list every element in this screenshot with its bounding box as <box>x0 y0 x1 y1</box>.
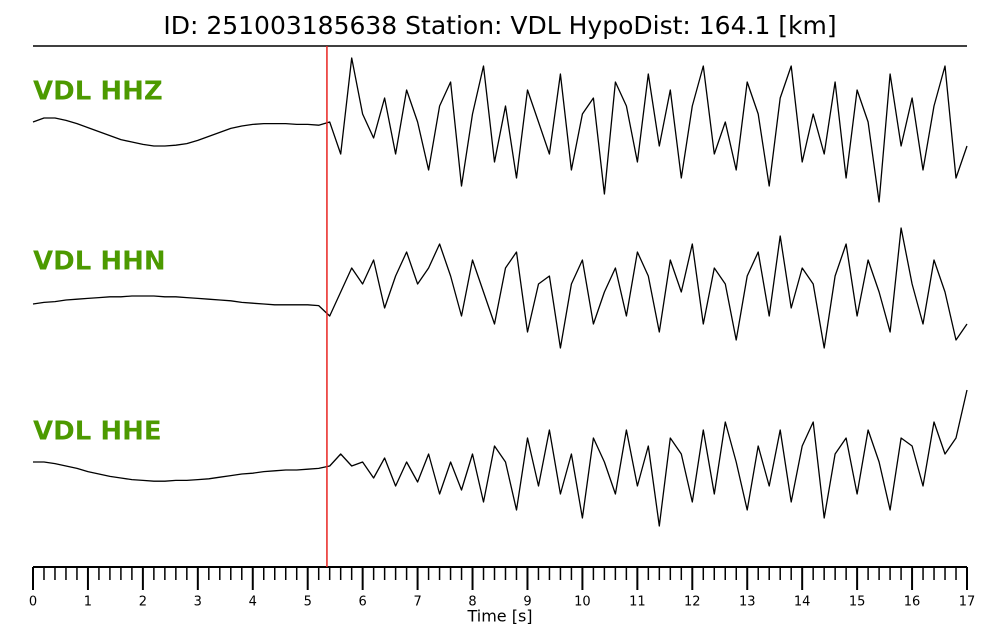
x-tick-label: 15 <box>849 595 866 610</box>
trace-label: VDL HHE <box>33 417 162 447</box>
x-tick-label: 17 <box>959 595 976 610</box>
x-tick-label: 7 <box>413 595 421 610</box>
x-tick-label: 11 <box>629 595 646 610</box>
trace <box>32 227 968 349</box>
x-tick-label: 0 <box>29 595 37 610</box>
chart-title: ID: 251003185638 Station: VDL HypoDist: … <box>163 11 836 40</box>
trace-label: VDL HHN <box>33 247 166 277</box>
x-tick-label: 9 <box>523 595 531 610</box>
x-tick-label: 4 <box>249 595 257 610</box>
x-tick-label: 13 <box>739 595 756 610</box>
trace-label: VDL HHZ <box>33 77 163 107</box>
x-axis-label: Time [s] <box>466 607 532 626</box>
x-tick-label: 3 <box>194 595 202 610</box>
x-tick-label: 2 <box>139 595 147 610</box>
trace <box>32 57 968 203</box>
x-tick-label: 16 <box>904 595 921 610</box>
x-tick-label: 6 <box>359 595 367 610</box>
trace <box>33 389 968 527</box>
x-tick-label: 10 <box>574 595 591 610</box>
x-tick-label: 14 <box>794 595 811 610</box>
x-tick-label: 5 <box>304 595 312 610</box>
x-tick-label: 1 <box>84 595 92 610</box>
x-tick-label: 8 <box>468 595 476 610</box>
x-tick-label: 12 <box>684 595 701 610</box>
